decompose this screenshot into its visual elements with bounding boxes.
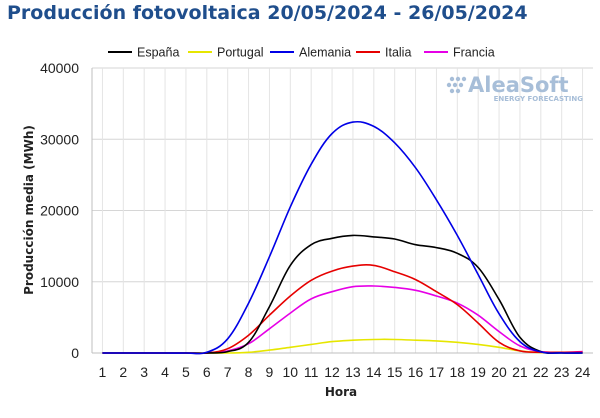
logo-dot [458, 82, 464, 88]
series-line-francia [102, 285, 583, 354]
x-tick-label: 16 [408, 364, 424, 380]
x-tick-label: 18 [450, 364, 466, 380]
aleasoft-logo-dots [446, 76, 467, 94]
legend-label-alemania: Alemania [299, 46, 351, 60]
x-tick-label: 6 [203, 364, 211, 380]
x-tick-label: 17 [429, 364, 445, 380]
y-tick-label: 10000 [40, 274, 79, 290]
logo-dot [455, 88, 461, 94]
aleasoft-watermark: AleaSoft ENERGY FORECASTING [446, 73, 584, 103]
x-tick-label: 20 [491, 364, 507, 380]
series-lines [102, 120, 583, 355]
legend-label-portugal: Portugal [217, 46, 264, 60]
series-line-espana [102, 234, 583, 355]
y-tick-labels: 0 10000 20000 30000 40000 [40, 60, 79, 361]
x-tick-label: 11 [304, 364, 319, 380]
logo-dot [455, 76, 461, 82]
y-tick-label: 30000 [40, 131, 79, 147]
watermark-sub-text: ENERGY FORECASTING [494, 95, 584, 103]
x-tick-label: 19 [470, 364, 486, 380]
y-tick-label: 40000 [40, 60, 79, 76]
x-tick-label: 23 [554, 364, 570, 380]
series-line-alemania [102, 120, 583, 355]
x-tick-label: 24 [575, 364, 591, 380]
x-tick-label: 1 [99, 364, 107, 380]
watermark-main-text: AleaSoft [468, 73, 569, 97]
grid-lines [92, 67, 593, 353]
y-tick-label: 0 [71, 345, 79, 361]
chart-title: Producción fotovoltaica 20/05/2024 - 26/… [7, 2, 528, 24]
logo-dot [452, 82, 458, 88]
x-tick-labels: 1 2 3 4 5 6 7 8 9 10 11 12 13 14 15 16 17 18 19 20 21 22 23 24 [99, 364, 591, 380]
logo-dot [449, 88, 455, 94]
series-line-portugal [102, 338, 583, 354]
x-tick-label: 2 [119, 364, 127, 380]
x-tick-label: 7 [224, 364, 232, 380]
legend-label-italia: Italia [385, 46, 411, 60]
logo-dot [461, 76, 467, 82]
x-tick-label: 14 [366, 364, 382, 380]
x-tick-label: 8 [245, 364, 253, 380]
y-tick-label: 20000 [40, 203, 79, 219]
x-tick-label: 22 [533, 364, 549, 380]
x-tick-label: 15 [387, 364, 403, 380]
logo-dot [449, 76, 455, 82]
y-axis-title: Producción media (MWh) [22, 125, 36, 295]
x-tick-label: 4 [161, 364, 169, 380]
x-tick-label: 13 [345, 364, 361, 380]
x-tick-label: 12 [324, 364, 340, 380]
x-tick-label: 5 [182, 364, 190, 380]
x-tick-label: 10 [283, 364, 299, 380]
logo-dot [446, 82, 452, 88]
legend: España Portugal Alemania Italia Francia [108, 46, 495, 60]
x-tick-label: 3 [140, 364, 148, 380]
x-tick-label: 9 [266, 364, 274, 380]
x-tick-label: 21 [512, 364, 528, 380]
x-axis-title: Hora [325, 385, 357, 399]
legend-label-francia: Francia [453, 46, 495, 60]
legend-label-espana: España [137, 46, 179, 60]
